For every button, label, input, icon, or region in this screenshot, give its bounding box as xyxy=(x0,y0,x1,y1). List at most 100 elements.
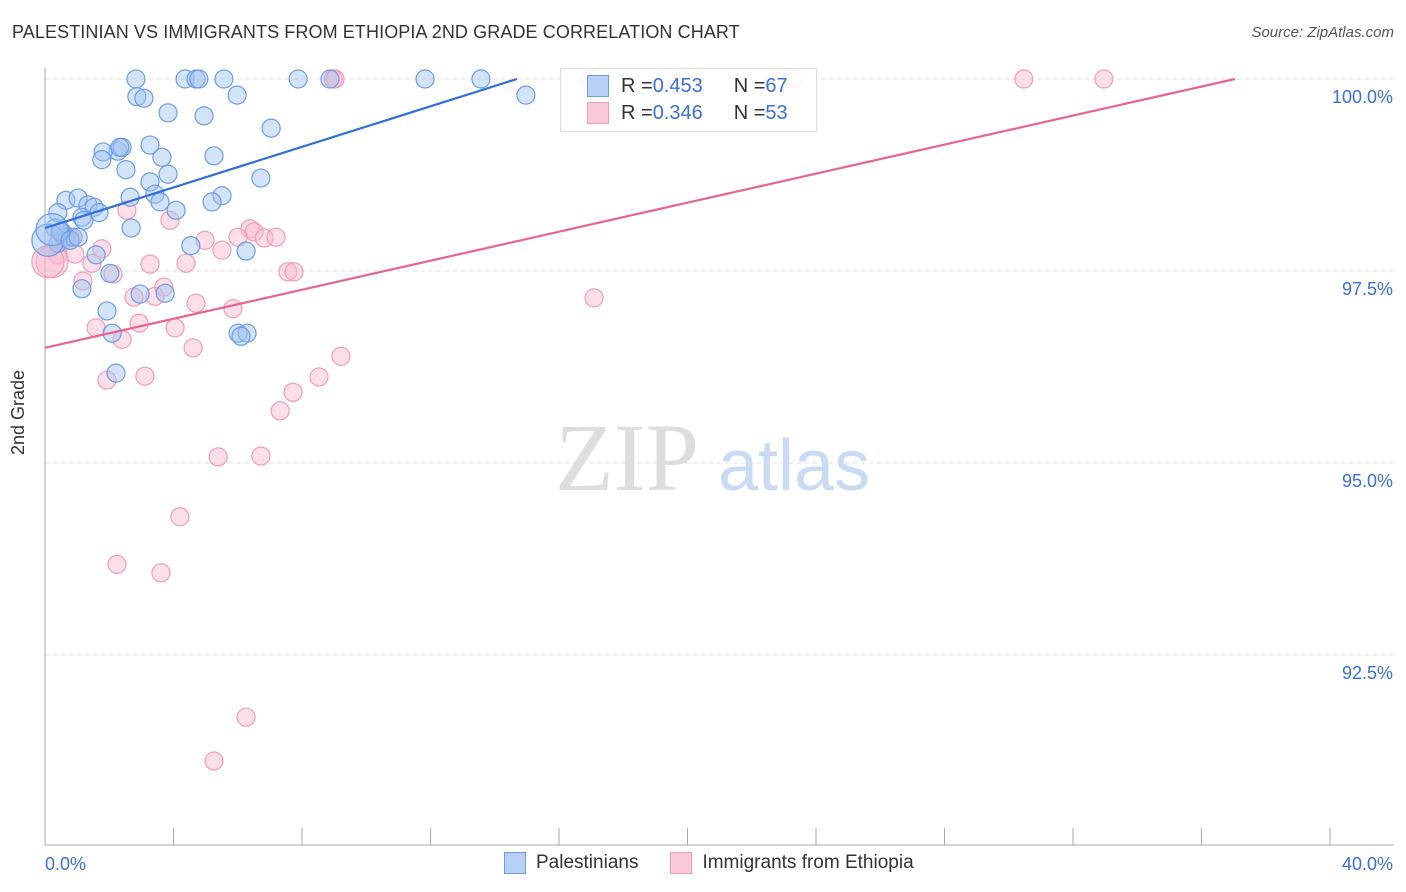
ethiopia-point xyxy=(270,401,290,421)
palestinian-point xyxy=(150,192,170,212)
palestinian-point xyxy=(214,69,234,89)
ethiopia-point xyxy=(236,707,256,727)
ethiopia-point xyxy=(331,346,351,366)
palestinian-point xyxy=(320,69,340,89)
n-label: N = xyxy=(733,101,766,124)
x-tick-label: 0.0% xyxy=(45,854,86,874)
palestinian-point xyxy=(74,210,94,230)
ethiopia-point xyxy=(1094,69,1114,89)
palestinian-point xyxy=(261,118,281,138)
ethiopia-point xyxy=(135,366,155,386)
palestinian-point xyxy=(86,245,106,265)
n-label: N = xyxy=(733,74,766,97)
r-value: 0.346 xyxy=(652,101,703,124)
palestinian-point xyxy=(97,301,117,321)
ethiopia-swatch xyxy=(670,852,693,874)
ethiopia-point xyxy=(278,262,298,282)
blue-swatch xyxy=(587,75,609,97)
chart-title: PALESTINIAN VS IMMIGRANTS FROM ETHIOPIA … xyxy=(12,22,740,42)
palestinian-point xyxy=(72,279,92,299)
legend-ethiopia: Immigrants from Ethiopia xyxy=(702,852,914,873)
palestinian-point xyxy=(100,263,120,283)
ethiopia-point xyxy=(160,210,180,230)
palestinian-point xyxy=(130,284,150,304)
palestinian-point xyxy=(152,147,172,167)
series-legend: Palestinians Immigrants from Ethiopia xyxy=(504,852,914,874)
palestinian-point xyxy=(121,218,141,238)
palestinian-point xyxy=(227,85,247,105)
palestinian-point xyxy=(212,186,232,206)
chart-source: Source: ZipAtlas.com xyxy=(1251,24,1394,41)
palestinian-point xyxy=(140,135,160,155)
palestinian-point xyxy=(158,103,178,123)
palestinian-point xyxy=(189,69,209,89)
ethiopia-point xyxy=(1014,69,1034,89)
palestinian-point xyxy=(181,236,201,256)
palestinians-swatch xyxy=(504,852,526,874)
palestinian-point xyxy=(106,363,126,383)
ethiopia-point xyxy=(309,367,329,387)
palestinian-point xyxy=(68,227,88,247)
ethiopia-point xyxy=(129,313,149,333)
ethiopia-point xyxy=(204,751,224,771)
y-tick-label: 92.5% xyxy=(1342,663,1393,683)
y-tick-label: 100.0% xyxy=(1332,87,1393,107)
r-label: R = xyxy=(621,74,653,97)
x-tick-label: 40.0% xyxy=(1342,854,1393,874)
ethiopia-point xyxy=(212,240,232,260)
y-axis-label: 2nd Grade xyxy=(8,369,28,455)
palestinian-point xyxy=(415,69,435,89)
palestinian-point xyxy=(35,212,69,247)
palestinian-point xyxy=(194,106,214,126)
ethiopia-point xyxy=(107,554,127,574)
palestinian-point xyxy=(288,69,308,89)
watermark-zip: ZIP xyxy=(555,404,699,511)
palestinian-point xyxy=(166,200,186,220)
palestinian-point xyxy=(516,85,536,105)
ethiopia-point xyxy=(154,277,174,297)
ethiopia-point xyxy=(283,382,303,402)
palestinian-point xyxy=(92,150,112,170)
pink-swatch xyxy=(587,102,609,124)
stats-legend: R = 0.453 N = 67 R = 0.346 N = 53 xyxy=(560,68,817,132)
palestinian-point xyxy=(158,164,178,184)
palestinian-point xyxy=(116,160,136,180)
palestinian-point xyxy=(126,69,146,89)
palestinian-point xyxy=(204,146,224,166)
palestinian-point xyxy=(140,172,160,192)
ethiopia-point xyxy=(165,318,185,338)
ethiopia-point xyxy=(151,563,171,583)
ethiopia-point xyxy=(186,293,206,313)
watermark-atlas: atlas xyxy=(718,426,870,506)
palestinian-point xyxy=(134,88,154,108)
y-tick-label: 97.5% xyxy=(1342,279,1393,299)
legend-row-ethiopia: R = 0.346 N = 53 xyxy=(587,100,788,126)
ethiopia-point xyxy=(73,271,93,291)
ethiopia-point xyxy=(584,288,604,308)
ethiopia-point xyxy=(176,253,196,273)
n-value: 53 xyxy=(765,101,788,124)
ethiopia-point xyxy=(183,338,203,358)
ethiopia-trendline xyxy=(44,77,1236,349)
palestinian-point xyxy=(202,192,222,212)
palestinian-point xyxy=(175,69,195,89)
legend-palestinians: Palestinians xyxy=(536,852,639,873)
y-tick-label: 95.0% xyxy=(1342,471,1393,491)
legend-row-palestinians: R = 0.453 N = 67 xyxy=(587,73,788,99)
r-label: R = xyxy=(621,101,653,124)
r-value: 0.453 xyxy=(652,74,703,97)
ethiopia-point xyxy=(208,447,228,467)
ethiopia-point xyxy=(170,507,190,527)
palestinian-point xyxy=(127,87,147,107)
palestinian-point xyxy=(155,283,175,303)
ethiopia-point xyxy=(251,446,271,466)
ethiopia-point xyxy=(140,254,160,274)
palestinian-point xyxy=(68,188,88,208)
ethiopia-point xyxy=(284,262,304,282)
palestinian-point xyxy=(471,69,491,89)
n-value: 67 xyxy=(765,74,788,97)
palestinian-point xyxy=(236,241,256,261)
ethiopia-point xyxy=(266,227,286,247)
